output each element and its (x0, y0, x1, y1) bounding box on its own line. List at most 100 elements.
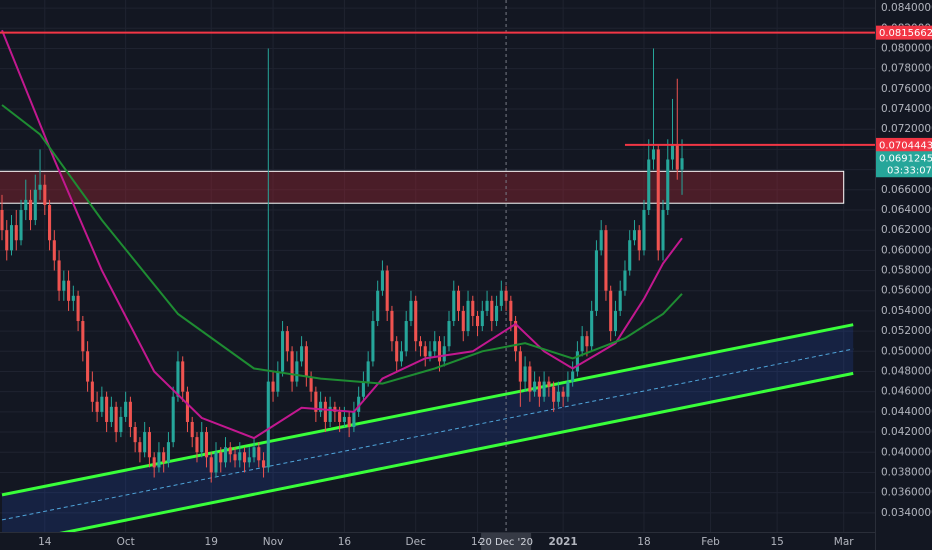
candle-body (566, 381, 570, 397)
candle-body (5, 230, 9, 251)
candle-body (361, 381, 365, 397)
candle-body (52, 240, 56, 261)
candle-body (466, 300, 470, 332)
candle-body (376, 290, 380, 322)
candle-body (76, 295, 80, 322)
candle-body (533, 381, 537, 392)
x-tick-label: 14 (38, 536, 52, 548)
x-tick-label: 16 (338, 536, 352, 548)
candle-body (181, 361, 185, 392)
candle-body (314, 391, 318, 412)
channel-upper (1, 323, 854, 497)
candle-body (342, 416, 346, 422)
candle-body (33, 189, 37, 221)
x-tick-label: 18 (637, 536, 650, 548)
candle-body (86, 351, 90, 382)
candle-body (395, 341, 399, 362)
candle-body (128, 401, 132, 428)
candle-body (14, 225, 18, 241)
candle-body (452, 290, 456, 322)
candle-body (666, 159, 670, 210)
candle-body (233, 454, 237, 461)
candle-body (675, 144, 679, 170)
candle-body (514, 321, 518, 352)
x-tick-label: Nov (263, 536, 284, 548)
y-tick-label: 0.03600000 (881, 487, 932, 499)
x-tick-label: 19 (205, 536, 218, 548)
candle-body (328, 406, 332, 422)
candle-body (238, 452, 242, 461)
x-tick-label: Mar (834, 536, 854, 548)
candle-body (0, 209, 4, 231)
y-tick-label: 0.04200000 (881, 426, 932, 438)
y-tick-label: 0.05600000 (881, 285, 932, 297)
candle-body (252, 447, 256, 458)
candle-body (556, 391, 560, 402)
candle-body (48, 204, 52, 241)
x-tick-label: Feb (701, 536, 720, 548)
channel-lower (59, 371, 854, 532)
axes: 0.03400000 0.03600000 0.03800000 0.04000000… (38, 2, 932, 550)
candle-body (642, 209, 646, 251)
candle-body (352, 411, 356, 428)
candle-body (604, 230, 608, 291)
candle-body (114, 406, 118, 433)
y-tick-label: 0.04600000 (881, 386, 932, 398)
candle-body (195, 437, 199, 453)
candle-body (323, 401, 327, 422)
candle-body (442, 346, 446, 362)
y-tick-label: 0.06600000 (881, 184, 932, 196)
candle-body (242, 452, 247, 463)
candle-body (609, 290, 613, 332)
crosshair-label: 20 Dec '20 (479, 537, 533, 548)
y-tick-label: 0.06200000 (881, 224, 932, 236)
candle-body (119, 416, 123, 433)
candle-body (475, 315, 480, 327)
candle-body (57, 260, 61, 291)
candle-body (371, 321, 375, 362)
candle-body (223, 447, 228, 463)
candle-body (433, 341, 437, 352)
candle-body (547, 381, 551, 387)
candle-body (670, 144, 675, 160)
candle-body (262, 460, 266, 468)
candle-body (62, 280, 66, 291)
candle-body (166, 442, 170, 463)
candle-body (347, 416, 351, 428)
price-label-box (876, 137, 932, 152)
y-tick-label: 0.04800000 (881, 365, 932, 377)
candle-body (656, 149, 660, 251)
candle-body (95, 401, 99, 412)
candle-body (461, 310, 465, 332)
x-tick-label: Dec (406, 536, 427, 548)
candle-body (266, 381, 270, 468)
y-tick-label: 0.05400000 (881, 305, 932, 317)
candle-body (271, 381, 275, 392)
plot-area (0, 0, 875, 532)
x-tick-label: Oct (117, 536, 135, 548)
candle-body (590, 310, 594, 347)
candle-body (537, 381, 541, 397)
resistance-zone (0, 170, 845, 204)
candle-body (523, 366, 527, 382)
candle-body (124, 401, 128, 417)
candle-body (109, 406, 113, 422)
candle-body (628, 240, 632, 271)
candle-body (357, 396, 361, 412)
moving-average (1, 104, 683, 385)
candle-body (637, 230, 641, 251)
candle-body (162, 452, 166, 463)
candle-body (338, 411, 342, 422)
y-tick-label: 0.06000000 (881, 244, 932, 256)
x-tick-label: 2021 (549, 536, 578, 548)
candle-body (19, 209, 23, 241)
candle-body (580, 336, 584, 352)
candle-body (333, 406, 337, 412)
y-tick-label: 0.04400000 (881, 406, 932, 418)
candle-body (176, 361, 180, 397)
candle-body (319, 401, 323, 412)
x-tick-label: 15 (770, 536, 783, 548)
candle-body (528, 366, 532, 392)
candle-body (143, 432, 147, 453)
